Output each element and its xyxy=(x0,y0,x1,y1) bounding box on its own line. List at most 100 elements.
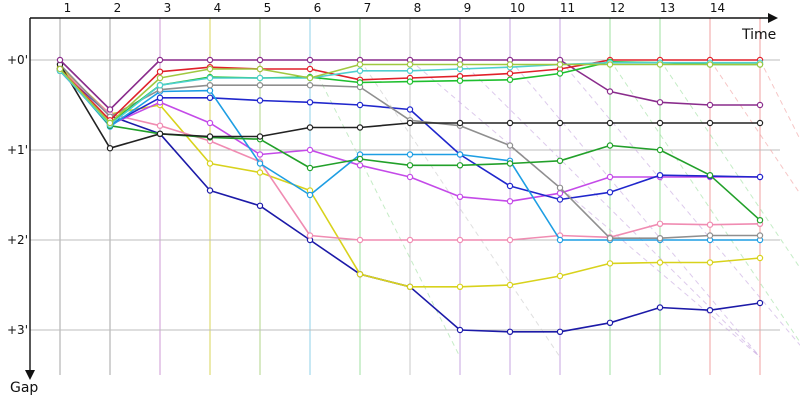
series-point xyxy=(206,133,214,140)
series-point xyxy=(206,56,214,64)
series-point xyxy=(656,171,664,179)
series-point xyxy=(156,94,164,102)
series-point xyxy=(256,169,264,176)
series-point xyxy=(506,198,514,205)
series-point xyxy=(406,67,414,75)
series-point xyxy=(56,56,64,64)
series-point xyxy=(306,191,314,199)
x-tick-label: 4 xyxy=(214,1,222,15)
series-point xyxy=(756,119,764,127)
series-point xyxy=(556,157,564,164)
y-tick-labels: +0' +1' +2' +3' xyxy=(7,53,28,337)
series-point xyxy=(756,232,764,239)
series-point xyxy=(206,81,214,89)
series-point xyxy=(256,160,264,167)
series-point xyxy=(306,124,314,131)
series-point xyxy=(606,173,614,181)
series-point xyxy=(206,87,214,94)
series-point xyxy=(306,65,314,73)
series-point xyxy=(706,119,714,127)
series-point xyxy=(356,101,364,109)
series-point xyxy=(456,236,464,244)
series-point xyxy=(356,271,364,278)
series-point xyxy=(156,74,164,82)
x-tick-label: 7 xyxy=(364,1,372,15)
series-point xyxy=(506,119,514,127)
diagonal-guide xyxy=(609,59,800,344)
diagonal-guide xyxy=(509,59,761,358)
x-tick-label: 2 xyxy=(114,1,122,15)
series-line xyxy=(56,61,764,152)
series-point xyxy=(706,61,714,68)
series-point xyxy=(606,88,614,95)
diagonal-guide xyxy=(409,59,761,358)
series-point xyxy=(756,61,764,68)
series-point xyxy=(506,328,514,335)
series-point xyxy=(156,122,164,129)
series-point xyxy=(106,119,114,127)
series-point xyxy=(256,97,264,104)
series-point xyxy=(106,106,114,113)
series-point xyxy=(756,173,764,181)
x-axis-arrow xyxy=(768,13,778,23)
series-point xyxy=(606,260,614,267)
series-point xyxy=(556,70,564,77)
series-point xyxy=(556,272,564,280)
x-tick-label: 10 xyxy=(510,1,525,15)
series-point xyxy=(706,307,714,314)
diagonal-guide xyxy=(559,59,800,346)
series-point xyxy=(206,160,214,167)
series-point xyxy=(406,173,414,181)
series-point xyxy=(306,232,314,239)
x-tick-label: 8 xyxy=(414,1,422,15)
series-point xyxy=(556,196,564,203)
series-point xyxy=(506,160,514,167)
series-line xyxy=(56,61,764,127)
series-point xyxy=(556,236,564,244)
y-axis-title: Gap xyxy=(10,380,38,396)
series-group xyxy=(56,56,764,335)
series-point xyxy=(156,130,164,137)
series-point xyxy=(506,61,514,68)
series-point xyxy=(456,193,464,200)
series-point xyxy=(506,76,514,84)
series-point xyxy=(656,234,664,242)
y-axis-arrow xyxy=(25,370,35,380)
series-point xyxy=(256,133,264,140)
series-point xyxy=(506,70,514,77)
x-tick-label: 12 xyxy=(610,1,625,15)
series-point xyxy=(306,56,314,64)
series-point xyxy=(706,171,714,179)
diagonal-guide xyxy=(309,59,461,358)
series-point xyxy=(406,283,414,290)
series-point xyxy=(656,304,664,311)
series-point xyxy=(256,65,264,73)
x-tick-labels: 1 2 3 4 5 6 7 8 9 10 11 12 13 14 xyxy=(64,1,725,15)
series-point xyxy=(306,99,314,106)
series-point xyxy=(606,189,614,196)
gap-gridlines xyxy=(30,59,780,331)
series-point xyxy=(506,236,514,244)
series-point xyxy=(306,74,314,82)
series-point xyxy=(556,184,564,191)
series-point xyxy=(456,151,464,158)
series-point xyxy=(406,236,414,244)
x-tick-label: 14 xyxy=(710,1,725,15)
series-line xyxy=(56,56,764,113)
x-tick-label: 13 xyxy=(660,1,675,15)
x-tick-label: 1 xyxy=(64,1,72,15)
series-point xyxy=(156,68,164,75)
series-point xyxy=(556,119,564,127)
series-point xyxy=(706,221,714,228)
series-point xyxy=(706,101,714,109)
series-point xyxy=(556,189,564,197)
series-point xyxy=(556,328,564,335)
series-point xyxy=(406,151,414,158)
diagonal-guide xyxy=(759,59,800,141)
series-point xyxy=(606,61,614,68)
series-point xyxy=(756,254,764,262)
series-point xyxy=(356,61,364,68)
x-axis-title: Time xyxy=(741,27,776,43)
y-tick-label: +3' xyxy=(7,323,28,337)
